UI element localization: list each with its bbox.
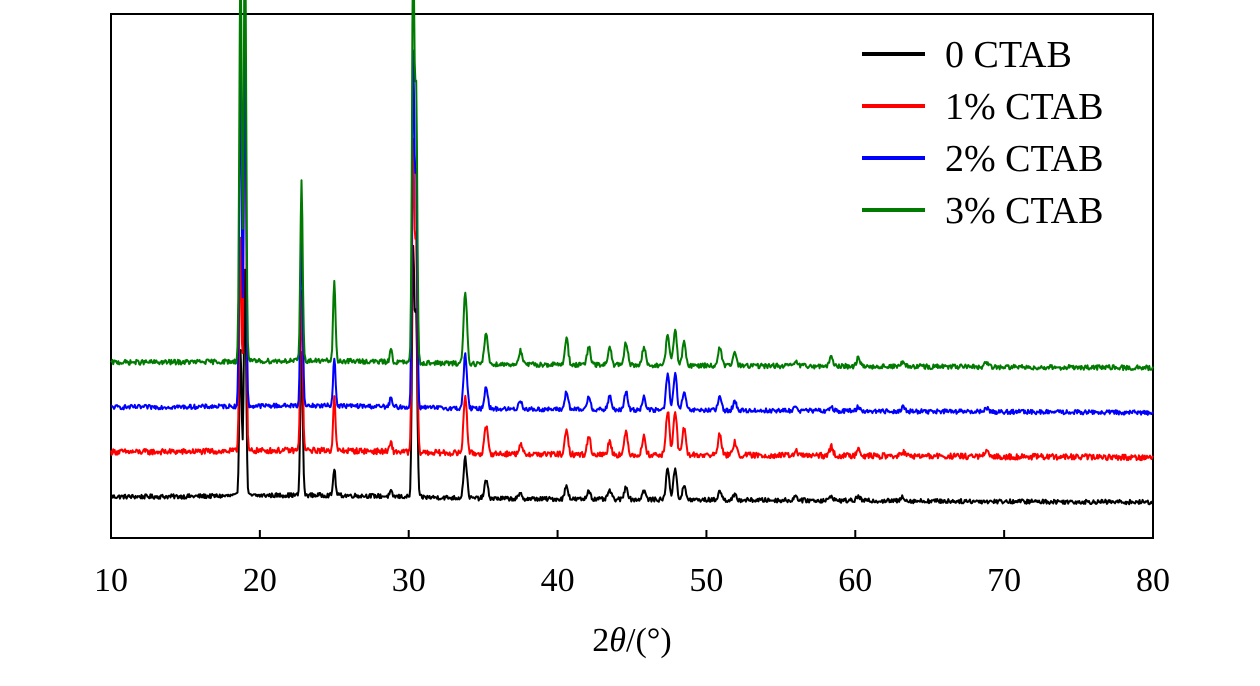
plot-area-frame [110, 13, 1154, 539]
series-line-0-ctab [110, 244, 1154, 506]
x-axis-title-prefix: 2 [592, 622, 609, 659]
legend-label: 2% CTAB [945, 138, 1103, 180]
x-tick-label: 20 [243, 562, 277, 599]
legend-label: 1% CTAB [945, 86, 1103, 128]
x-axis-title: 2θ/(°) [592, 622, 671, 659]
series-line-2-ctab [110, 47, 1154, 416]
x-tick-label: 50 [689, 562, 723, 599]
x-axis-ticks: 10 20 30 40 50 60 70 80 [94, 530, 1170, 599]
x-tick-label: 80 [1136, 562, 1170, 599]
x-axis-title-suffix: /(°) [626, 622, 672, 659]
series-layer [110, 0, 1154, 506]
series-line-1-ctab [110, 23, 1154, 462]
x-tick-label: 30 [392, 562, 426, 599]
x-tick-label: 70 [987, 562, 1021, 599]
x-tick-label: 40 [541, 562, 575, 599]
x-tick-label: 10 [94, 562, 128, 599]
legend-label: 3% CTAB [945, 190, 1103, 232]
legend-label: 0 CTAB [945, 34, 1072, 76]
series-line-3-ctab [110, 0, 1154, 372]
x-tick-label: 60 [838, 562, 872, 599]
x-axis-title-symbol: θ [609, 622, 626, 659]
legend: 0 CTAB 1% CTAB 2% CTAB 3% CTAB [862, 34, 1103, 232]
